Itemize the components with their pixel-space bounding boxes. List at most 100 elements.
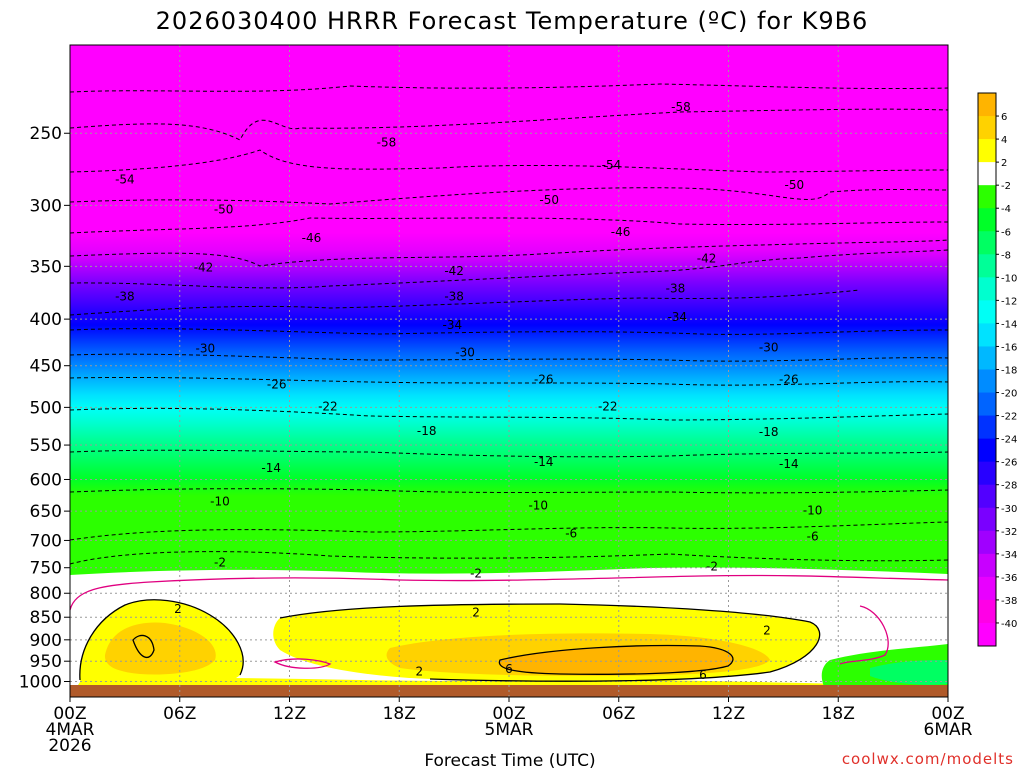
contour-label: -30 [196,342,216,356]
contour-label: -10 [803,504,823,518]
x-tick-label: 00Z [492,704,525,724]
contour-label: -26 [267,378,287,392]
contour-label: -46 [302,231,322,245]
contour-label: -42 [444,264,464,278]
colorbar-label: -38 [1001,596,1017,607]
colorbar-swatch [978,553,996,578]
colorbar: 6 4 2 -2 -4 -6 -8 -10 -12 -14 -16 -18 -20 -22 -24 -26 -2… [977,92,1017,647]
y-tick-label: 900 [30,631,62,651]
y-tick-label: 700 [30,531,62,551]
y-tick-label: 850 [30,608,62,628]
colorbar-label: -26 [1001,458,1017,469]
y-tick-label: 550 [30,436,62,456]
contour-line [69,488,949,494]
colorbar-label: -20 [1001,389,1017,400]
colorbar-swatch [978,185,996,209]
contour-label: -54 [115,172,135,186]
contour-2c [79,599,244,681]
colorbar-label: -22 [1001,412,1017,423]
contour-label: -10 [528,499,548,513]
colorbar-label: -10 [1001,273,1017,284]
colorbar-swatch [978,346,996,370]
colorbar-swatch [978,139,996,163]
freezing-line [69,574,949,611]
colorbar-swatch [978,530,996,555]
freezing-line [273,658,332,669]
y-tick-label: 1000 [19,672,62,692]
colorbar-swatch [978,369,996,394]
y-tick-label: 800 [30,584,62,604]
contour-labels: -58 -58 -54 -54 -50 -50 -50 -46 -46 -42 -42 -42 -38 -… [115,100,823,682]
credit-text: coolwx.com/modelts [842,750,1014,768]
contour-line [69,289,861,316]
contour-label: -30 [759,341,779,355]
contour-line [69,239,949,267]
colorbar-swatch [978,392,996,417]
contour-label: -34 [667,310,687,324]
colorbar-swatch [978,415,996,440]
colorbar-label: -12 [1001,296,1017,307]
colorbar-swatch [978,438,996,463]
contour-label: -50 [539,193,559,207]
y-tick-label: 400 [30,310,62,330]
contour-label: -38 [444,290,464,304]
colorbar-label: -18 [1001,366,1017,377]
y-tick-label: 650 [30,502,62,522]
x-tick-label: 18Z [383,704,416,724]
contour-label: -38 [115,290,135,304]
contour-label: -34 [442,318,462,332]
contour-label: -22 [318,400,338,414]
contour-label: -42 [697,251,717,265]
contour-label: 2 [763,623,771,637]
x-tick-label: 4MAR [46,720,95,740]
colorbar-label: -30 [1001,504,1017,515]
colorbar-swatch [978,461,996,486]
y-axis: 250 300 350 400 450 500 550 600 650 700 750 800 850 9… [19,124,70,692]
colorbar-swatch [978,576,996,601]
contour-label: -14 [779,457,799,471]
x-tick-label: 5MAR [485,720,534,740]
contour-label: -42 [194,260,214,274]
contour-label: -6 [807,529,819,543]
colorbar-label: -34 [1001,550,1017,561]
contour-line [69,353,949,362]
contour-label: -22 [598,400,618,414]
colorbar-swatch [978,116,996,140]
x-tick-label: 12Z [273,704,306,724]
solid-contours [69,574,949,682]
contour-label: 2 [174,602,182,616]
colorbar-label: -36 [1001,573,1017,584]
contour-label: -58 [377,136,397,150]
colorbar-swatch [978,323,996,347]
contour-line [69,328,949,335]
contour-label: -30 [455,345,475,359]
contour-2c [279,603,821,682]
colorbar-swatch [978,254,996,278]
contour-label: -18 [759,425,779,439]
y-tick-label: 250 [30,124,62,144]
contour-label: -54 [602,158,622,172]
contour-label: -38 [666,281,686,295]
contour-line [69,521,949,541]
colorbar-swatch [978,162,996,186]
colorbar-label: -8 [1001,250,1011,261]
colorbar-label: 2 [1001,158,1007,169]
contour-label: -6 [565,527,577,541]
colorbar-label: -2 [1001,181,1011,192]
x-tick-label: 6MAR [924,720,973,740]
contour-label: -50 [214,202,234,216]
x-tick-label: 2026 [48,736,91,756]
x-tick-label: 06Z [163,704,196,724]
contour-label: -2 [470,566,482,580]
x-tick-label: 12Z [712,704,745,724]
contour-line [69,149,949,173]
contour-label: -50 [785,178,805,192]
colorbar-label: -32 [1001,527,1017,538]
contour-label: -14 [534,455,554,469]
contour-label: -14 [261,461,281,475]
colorbar-label: 4 [1001,135,1007,146]
contour-label: -58 [671,100,691,114]
colorbar-label: -4 [1001,204,1011,215]
